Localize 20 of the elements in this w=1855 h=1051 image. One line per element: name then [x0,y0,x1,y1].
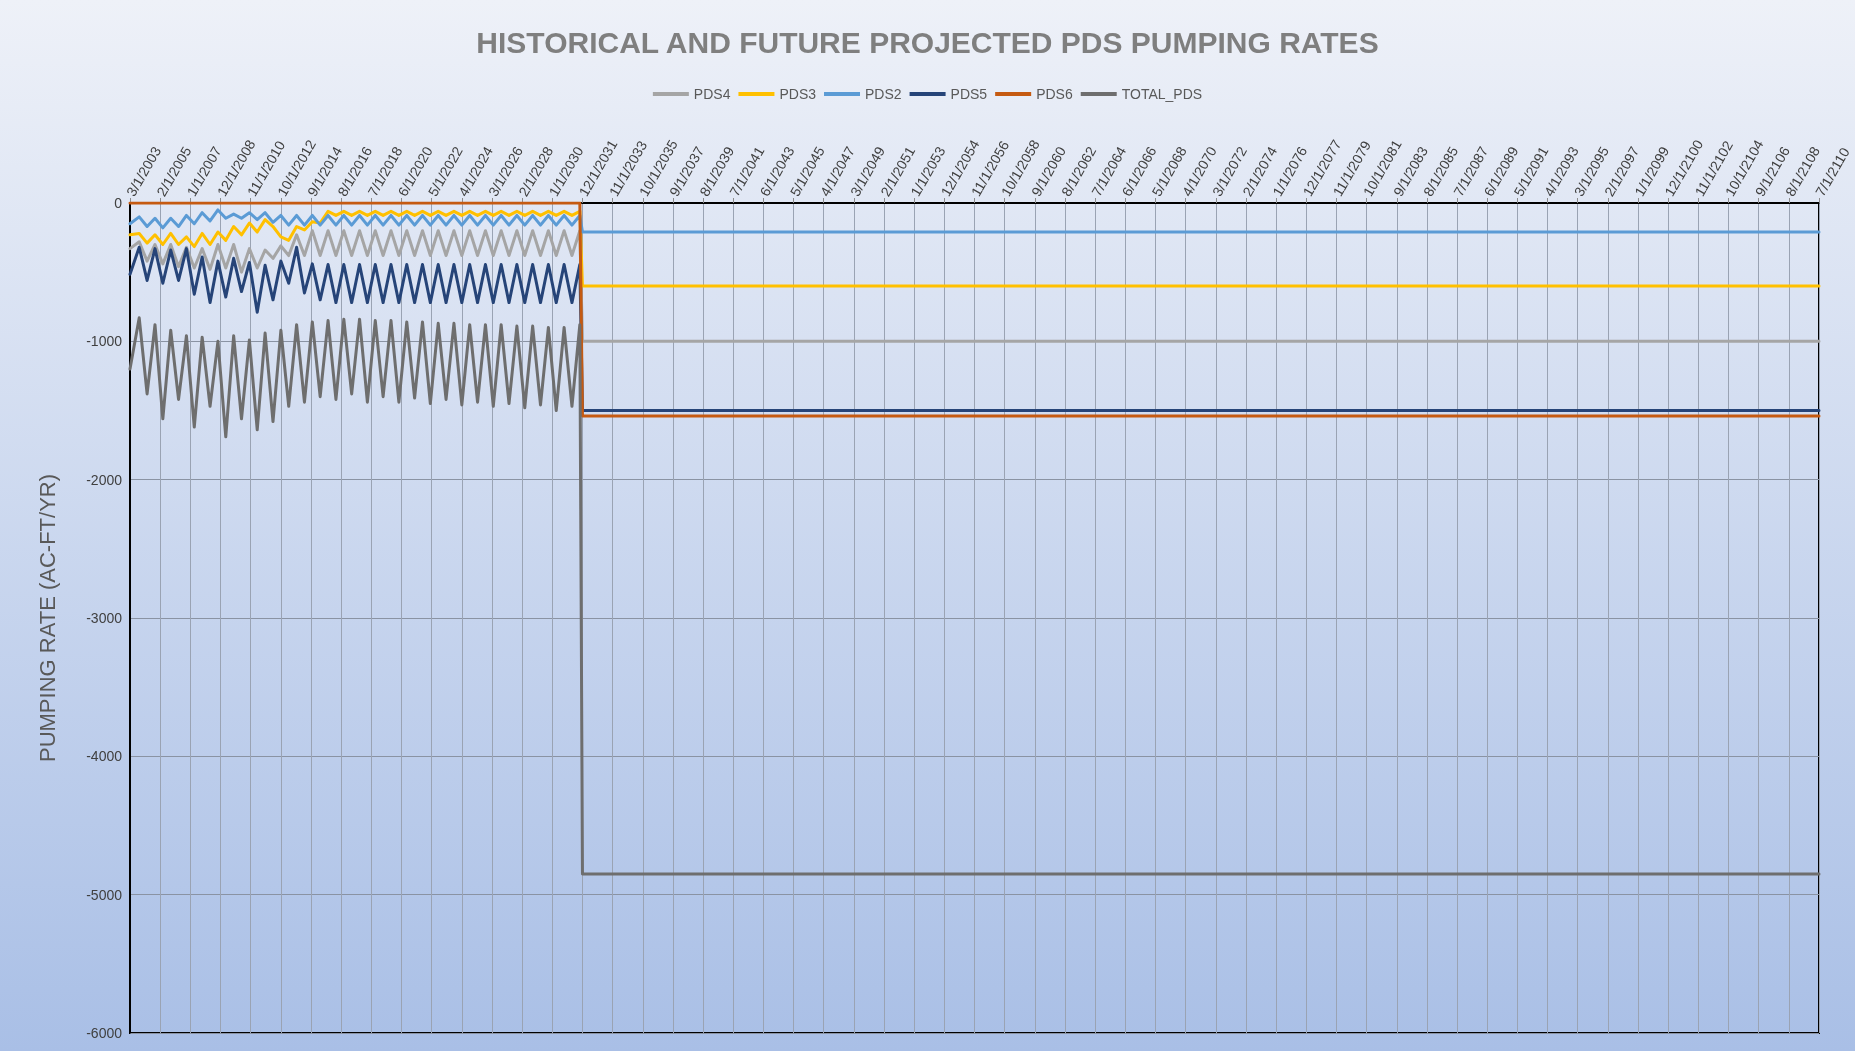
legend-label: PDS6 [1036,86,1073,102]
y-tick-label: -4000 [86,748,123,765]
line-series [128,245,1821,412]
legend-label: PDS3 [779,86,817,102]
line-series [128,316,1821,876]
y-tick-label: -3000 [86,610,123,626]
line-series [128,209,1821,288]
y-tick-label: 0 [114,195,123,211]
y-axis-title: PUMPING RATE (AC-FT/YR) [34,473,60,763]
y-tick-label: -5000 [86,886,123,903]
line-series [128,208,1821,234]
chart-title: HISTORICAL AND FUTURE PROJECTED PDS PUMPING RATES [476,25,1379,59]
legend-label: TOTAL_PDS [1121,86,1203,102]
legend-label: PDS2 [865,86,902,102]
legend-label: PDS4 [693,86,731,102]
legend-label: PDS5 [950,86,988,102]
y-tick-label: -1000 [86,333,123,350]
line-series [128,229,1821,343]
y-tick-label: -2000 [86,471,123,488]
y-tick-label: -6000 [86,1025,123,1041]
